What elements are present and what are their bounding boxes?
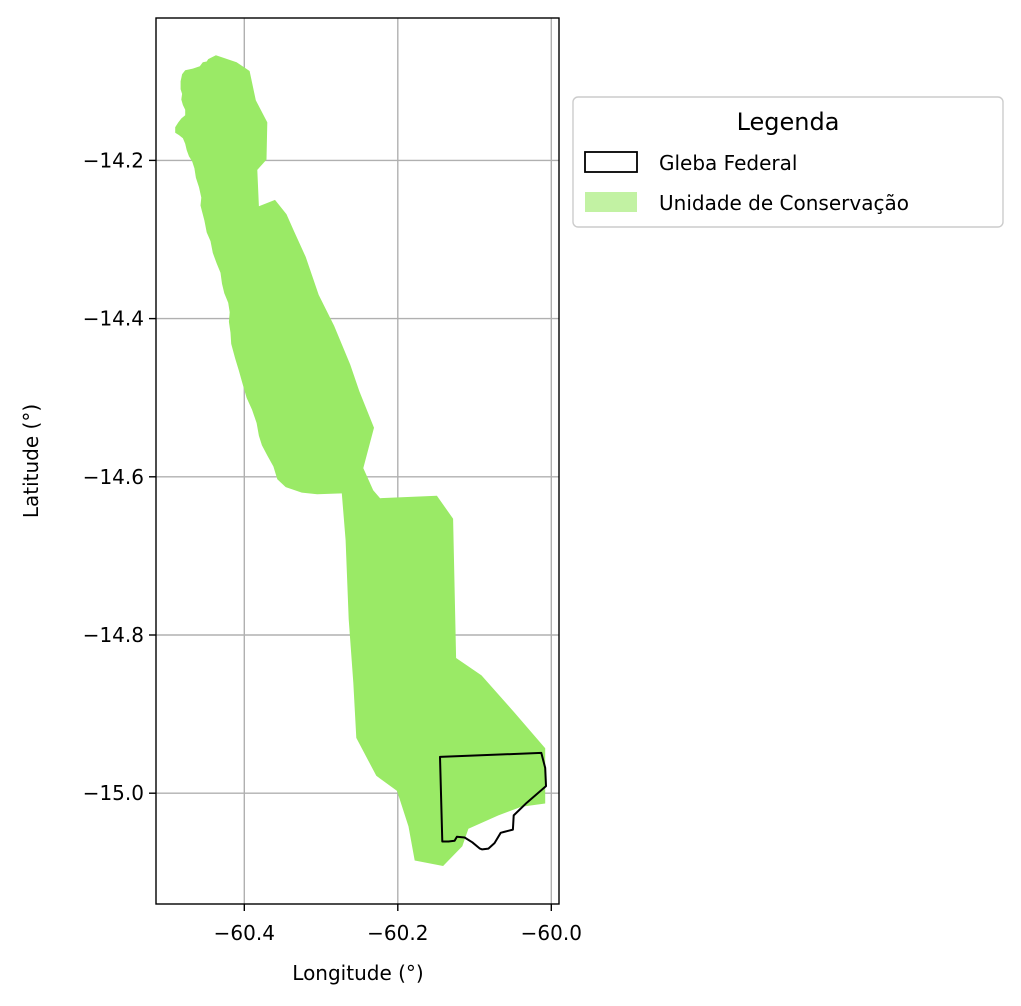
y-tick-label: −15.0 xyxy=(83,781,144,805)
plot-frame xyxy=(155,17,560,905)
y-tick-label: −14.2 xyxy=(83,148,144,172)
y-tick-label: −14.4 xyxy=(83,307,144,331)
legend-label-unidade-conservacao: Unidade de Conservação xyxy=(659,191,909,215)
legend-title: Legenda xyxy=(737,108,840,136)
x-tick-label: −60.4 xyxy=(214,921,275,945)
polygon-unidade-de-conservacao xyxy=(175,55,546,866)
x-tick-label: −60.2 xyxy=(367,921,428,945)
legend-swatch-unidade-conservacao xyxy=(585,192,637,212)
legend-label-gleba-federal: Gleba Federal xyxy=(659,151,797,175)
y-axis-label: Latitude (°) xyxy=(19,404,43,518)
map-layers xyxy=(175,55,547,866)
x-tick-label: −60.0 xyxy=(521,921,582,945)
y-tick-label: −14.8 xyxy=(83,623,144,647)
polygon-gleba-federal xyxy=(439,751,547,851)
legend: Legenda Gleba Federal Unidade de Conserv… xyxy=(572,96,1004,228)
x-axis-label: Longitude (°) xyxy=(292,961,423,985)
axis-ticks: −60.4 −60.2 −60.0 −14.2 −14.4 −14.6 −14.8 −15.0 xyxy=(83,148,582,945)
y-tick-label: −14.6 xyxy=(83,465,144,489)
legend-swatch-gleba-federal xyxy=(584,151,638,173)
legend-box xyxy=(572,96,1004,228)
